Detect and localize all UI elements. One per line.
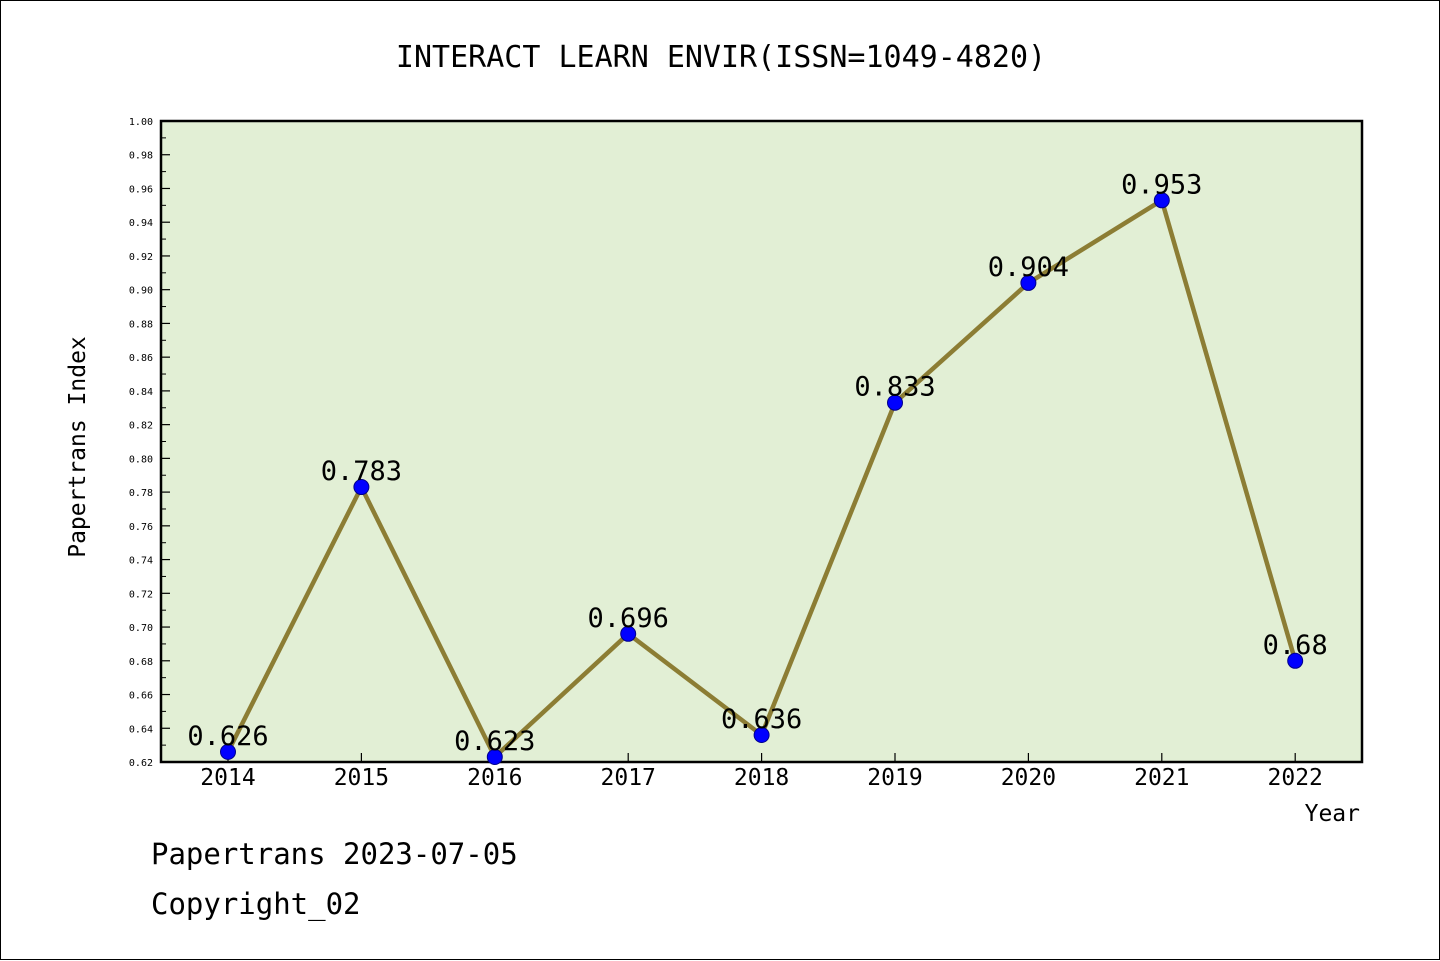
plot-area (159, 119, 1364, 764)
y-tick-label: 0.78 (129, 488, 153, 499)
data-point (887, 394, 903, 411)
data-label: 0.783 (321, 456, 402, 487)
x-axis-label: Year (1305, 801, 1360, 827)
y-tick-label: 0.94 (129, 218, 153, 229)
y-tick-label: 0.74 (129, 556, 153, 567)
data-label: 0.696 (588, 603, 669, 634)
chart-title: INTERACT LEARN ENVIR(ISSN=1049-4820) (396, 40, 1046, 75)
y-axis-label: Papertrans Index (65, 336, 91, 558)
data-point (220, 743, 236, 760)
footer-date: Papertrans 2023-07-05 (151, 837, 518, 871)
y-tick-label: 0.84 (129, 387, 153, 398)
y-tick-label: 0.82 (129, 421, 153, 432)
y-tick-label: 0.80 (129, 454, 153, 465)
y-tick-label: 0.62 (129, 758, 153, 769)
data-point (753, 727, 770, 744)
data-label: 0.636 (721, 704, 802, 735)
x-tick-label: 2016 (467, 765, 522, 791)
y-tick-label: 0.76 (129, 522, 153, 533)
y-tick-label: 0.92 (129, 252, 153, 263)
data-label: 0.953 (1121, 169, 1202, 200)
y-tick-label: 0.68 (129, 657, 153, 668)
x-tick-label: 2019 (867, 765, 922, 791)
y-tick-label: 0.70 (129, 623, 153, 634)
data-label: 0.68 (1263, 630, 1328, 661)
data-label: 0.904 (988, 252, 1069, 283)
footer-copyright: Copyright_02 (151, 887, 361, 921)
y-tick-label: 0.96 (129, 184, 153, 195)
x-axis: 2014 2015 2016 2017 2018 2019 2020 2021 2022 (200, 753, 1323, 791)
x-tick-label: 2018 (734, 765, 789, 791)
data-markers (220, 192, 1304, 765)
x-tick-label: 2015 (334, 765, 389, 791)
y-tick-label: 0.90 (129, 286, 153, 297)
y-tick-label: 1.00 (129, 117, 153, 128)
data-point (620, 625, 637, 642)
data-point (486, 748, 503, 765)
y-tick-label: 0.72 (129, 589, 153, 600)
data-label: 0.623 (454, 726, 535, 757)
y-tick-label: 0.64 (129, 724, 153, 735)
y-tick-label: 0.88 (129, 319, 153, 330)
data-label: 0.833 (854, 372, 935, 403)
x-tick-label: 2022 (1268, 765, 1323, 791)
data-point (1153, 192, 1170, 209)
x-tick-label: 2017 (601, 765, 656, 791)
x-tick-label: 2014 (200, 765, 255, 791)
data-label: 0.626 (187, 721, 268, 752)
y-tick-label: 0.98 (129, 151, 153, 162)
data-point (1287, 652, 1304, 669)
y-tick-label: 0.86 (129, 353, 153, 364)
data-point (353, 479, 370, 496)
x-tick-label: 2021 (1134, 765, 1189, 791)
x-tick-label: 2020 (1001, 765, 1056, 791)
data-labels: 0.626 0.783 0.623 0.696 0.636 0.833 0.904 0.953… (187, 169, 1327, 757)
y-axis: 0.62 0.64 0.66 0.68 0.70 0.72 0.74 0.76 0.78 0.80… (129, 117, 170, 769)
y-tick-label: 0.66 (129, 691, 153, 702)
data-point (1020, 274, 1037, 291)
